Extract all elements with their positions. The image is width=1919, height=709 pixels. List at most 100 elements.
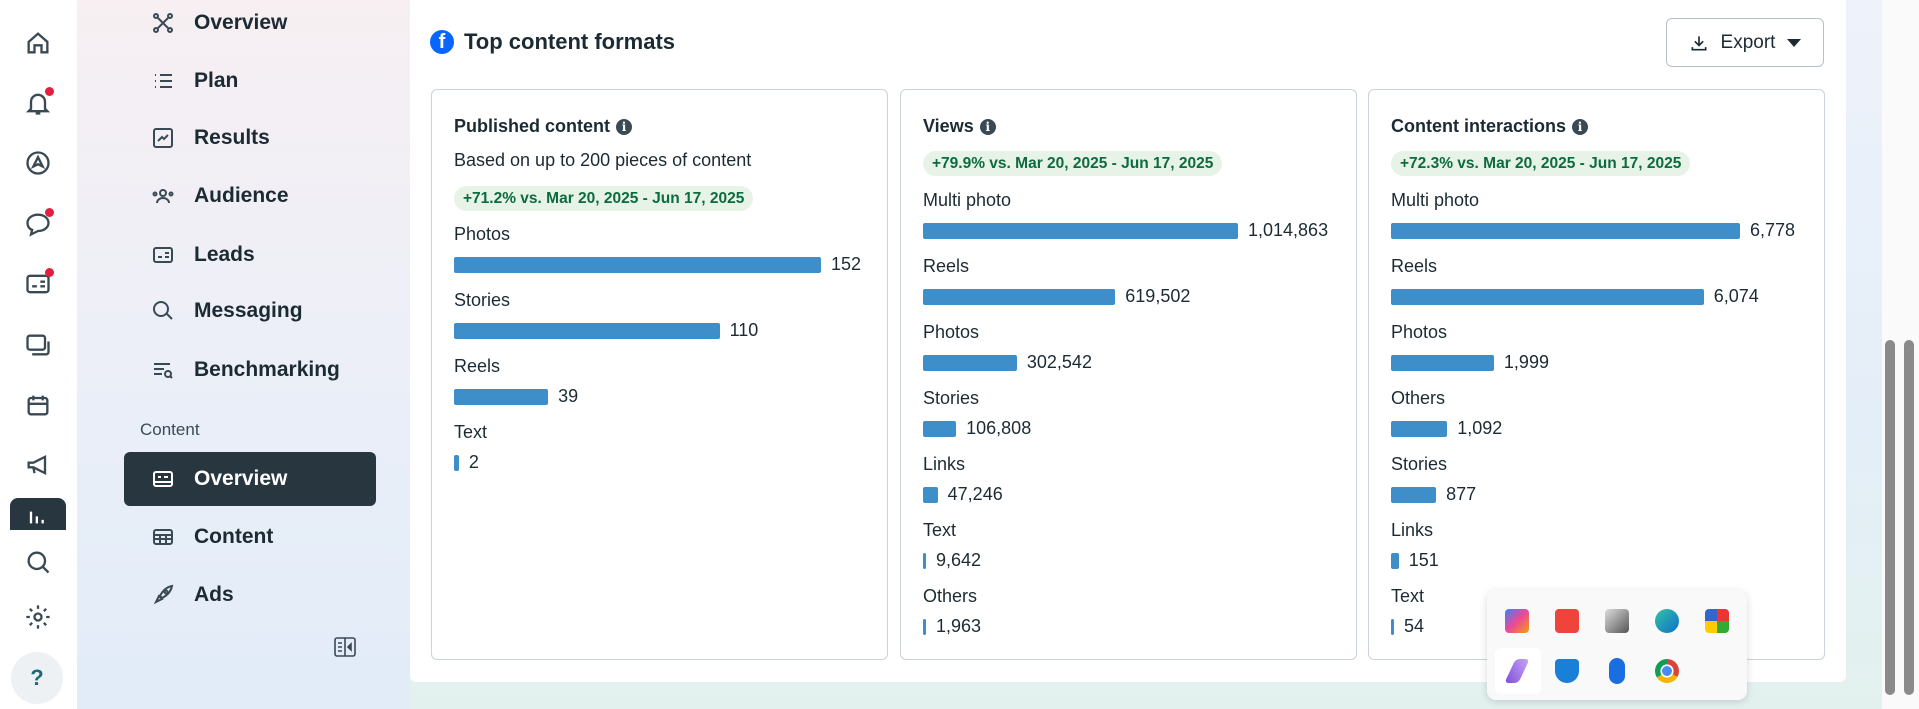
bar-row: Links 151 xyxy=(1391,520,1814,580)
bar-wrap: 1,963 xyxy=(923,616,1346,637)
rail-search[interactable] xyxy=(18,542,58,582)
bar-label: Links xyxy=(1391,520,1434,540)
chat-icon xyxy=(26,213,50,237)
nav-item-overview[interactable]: Overview xyxy=(124,0,376,50)
rail-notifications[interactable] xyxy=(18,83,58,123)
comparison-badge: +71.2% vs. Mar 20, 2025 - Jun 17, 2025 xyxy=(454,186,754,211)
defender-icon[interactable] xyxy=(1555,659,1579,683)
bar-wrap: 9,642 xyxy=(923,550,1346,571)
panel-title-text: Published content xyxy=(454,116,611,136)
rail-campaigns[interactable] xyxy=(18,445,58,485)
bar-value: 619,502 xyxy=(1125,286,1191,306)
chrome-icon[interactable] xyxy=(1655,659,1679,683)
bar-value: 1,999 xyxy=(1503,352,1549,372)
bell-icon xyxy=(25,93,51,115)
bar-value: 47,246 xyxy=(947,484,1003,504)
bar-value: 39 xyxy=(558,386,579,406)
export-button[interactable]: Export xyxy=(1666,18,1824,67)
bar xyxy=(923,552,926,569)
rail-planner[interactable] xyxy=(18,385,58,425)
bar-value: 110 xyxy=(729,320,759,340)
nav-label: Leads xyxy=(194,243,255,266)
copilot-icon[interactable] xyxy=(1505,609,1529,633)
bar-row: Text 54 xyxy=(1391,586,1814,646)
bar-value: 1,014,863 xyxy=(1248,220,1329,240)
bar xyxy=(923,486,938,503)
bar-label: Stories xyxy=(923,388,980,408)
bar-chart-icon xyxy=(29,511,44,524)
printer-icon[interactable] xyxy=(1605,609,1629,633)
rail-leads[interactable] xyxy=(18,264,58,304)
nav-item-audience[interactable]: Audience xyxy=(124,169,376,223)
nav-item-plan[interactable]: Plan xyxy=(124,54,376,108)
bar-wrap: 151 xyxy=(1391,550,1814,571)
nav-label: Overview xyxy=(194,467,288,490)
bar-wrap: 619,502 xyxy=(923,286,1346,307)
bar xyxy=(923,420,957,437)
nav-item-messaging[interactable]: Messaging xyxy=(124,284,376,338)
info-icon[interactable]: i xyxy=(979,118,996,135)
font-app-icon[interactable] xyxy=(1705,609,1729,633)
bar-wrap: 1,092 xyxy=(1391,418,1814,439)
panel-subtitle: Based on up to 200 pieces of content xyxy=(454,150,752,170)
overview-card-icon xyxy=(150,466,176,492)
bar-wrap: 54 xyxy=(1391,616,1814,637)
rail-pages[interactable] xyxy=(18,325,58,365)
rail-insights[interactable] xyxy=(10,498,66,530)
bar xyxy=(923,354,1017,371)
bar-label: Multi photo xyxy=(923,190,1012,210)
edge-icon[interactable] xyxy=(1655,609,1679,633)
bar xyxy=(454,322,720,339)
rail-ads-manager[interactable] xyxy=(18,143,58,183)
main-card: f Top content formats Export Published co… xyxy=(410,0,1846,682)
nav-item-leads[interactable]: Leads xyxy=(124,228,376,282)
bar-row: Photos 1,999 xyxy=(1391,322,1814,382)
nav-section-content: Content xyxy=(140,420,200,439)
nav-item-content[interactable]: Content xyxy=(124,510,376,564)
chat-bubbles-icon xyxy=(150,298,176,324)
nav-label: Results xyxy=(194,126,270,149)
page-title: Top content formats xyxy=(464,29,676,54)
bar xyxy=(1391,354,1494,371)
info-icon[interactable]: i xyxy=(616,118,633,135)
navigation-icon xyxy=(26,151,50,175)
bar xyxy=(1391,288,1704,305)
bar-row: Multi photo 1,014,863 xyxy=(923,190,1346,250)
scrollbar-area xyxy=(1882,0,1919,709)
nav-item-ads[interactable]: Ads xyxy=(124,568,376,622)
bar-value: 1,963 xyxy=(936,616,982,636)
anydesk-icon[interactable] xyxy=(1555,609,1579,633)
bar-row: Stories 877 xyxy=(1391,454,1814,514)
rail-settings[interactable] xyxy=(18,597,58,637)
collapse-sidebar-button[interactable] xyxy=(333,635,357,659)
pages-icon xyxy=(26,334,50,356)
nav-label: Content xyxy=(194,525,274,548)
nav-item-content-overview[interactable]: Overview xyxy=(124,452,376,506)
nav-label: Overview xyxy=(194,11,288,34)
bar-wrap: 2 xyxy=(454,452,877,473)
bluetooth-icon[interactable] xyxy=(1609,658,1625,684)
nav-item-benchmarking[interactable]: Benchmarking xyxy=(124,343,376,397)
help-button[interactable]: ? xyxy=(11,652,63,704)
rail-home[interactable] xyxy=(18,23,58,63)
bar-wrap: 152 xyxy=(454,254,877,275)
rail-inbox[interactable] xyxy=(18,204,58,244)
bar-label: Reels xyxy=(1391,256,1438,276)
nav-label: Messaging xyxy=(194,299,303,322)
scrollbar-thumb[interactable] xyxy=(1885,340,1895,695)
info-icon[interactable]: i xyxy=(1572,118,1589,135)
bar-value: 151 xyxy=(1408,550,1439,570)
bar-label: Text xyxy=(454,422,488,442)
bar-row: Stories 110 xyxy=(454,290,877,350)
nav-label: Ads xyxy=(194,583,234,606)
bar-row: Reels 619,502 xyxy=(923,256,1346,316)
bar xyxy=(923,618,926,635)
bar-wrap: 6,778 xyxy=(1391,220,1814,241)
sidebar-nav: Overview Plan Results Audience Leads Mes… xyxy=(77,0,410,709)
bar xyxy=(923,222,1238,239)
bar xyxy=(454,388,549,405)
gear-icon xyxy=(26,605,50,629)
nav-item-results[interactable]: Results xyxy=(124,111,376,165)
bar-label: Stories xyxy=(454,290,511,310)
scrollbar-thumb[interactable] xyxy=(1904,340,1914,695)
